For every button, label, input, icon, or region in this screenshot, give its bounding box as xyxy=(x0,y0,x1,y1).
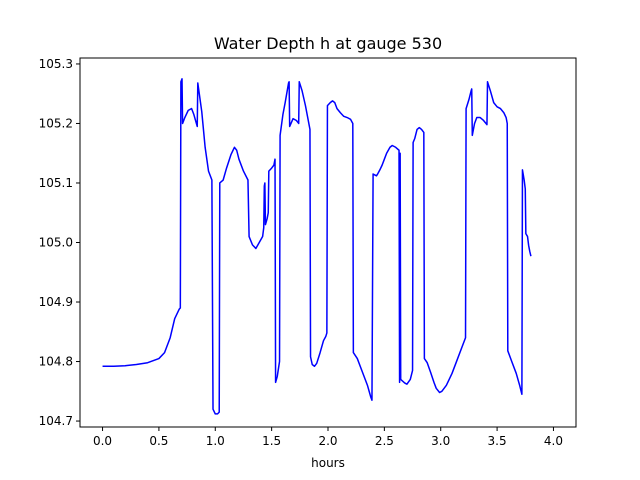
x-tick-label: 1.0 xyxy=(206,434,225,448)
chart-title: Water Depth h at gauge 530 xyxy=(214,34,442,53)
plot-area: 0.0 0.5 1.0 1.5 2.0 2.5 3.0 3.5 4.0 104.7 104.8 104… xyxy=(39,57,577,448)
x-axis-label: hours xyxy=(311,456,345,470)
x-tick-label: 2.0 xyxy=(318,434,337,448)
y-tick-label: 104.9 xyxy=(39,295,73,309)
x-tick-label: 3.5 xyxy=(488,434,507,448)
series-line xyxy=(102,78,532,415)
x-tick-label: 4.0 xyxy=(544,434,563,448)
x-tick-label: 0.5 xyxy=(149,434,168,448)
y-tick-label: 104.7 xyxy=(39,414,73,428)
y-tick-label: 105.0 xyxy=(39,236,73,250)
y-tick-label: 105.2 xyxy=(39,116,73,130)
x-tick-label: 2.5 xyxy=(375,434,394,448)
x-tick-label: 0.0 xyxy=(93,434,112,448)
x-tick-label: 3.0 xyxy=(431,434,450,448)
y-tick-label: 105.1 xyxy=(39,176,73,190)
x-tick-label: 1.5 xyxy=(262,434,281,448)
y-tick-label: 104.8 xyxy=(39,355,73,369)
y-tick-label: 105.3 xyxy=(39,57,73,71)
